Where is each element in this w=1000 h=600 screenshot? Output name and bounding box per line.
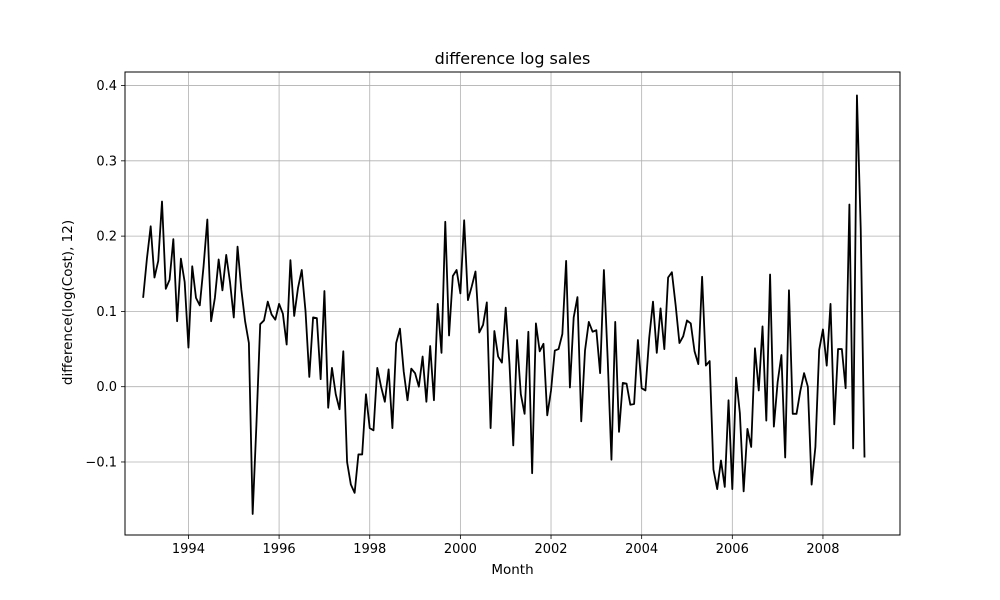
x-tick-label: 2002 — [534, 542, 567, 557]
x-tick-label: 1994 — [172, 542, 205, 557]
y-tick-label: 0.2 — [96, 230, 117, 245]
x-axis-label: Month — [491, 562, 533, 578]
y-tick-label: 0.3 — [96, 154, 117, 169]
x-tick-label: 2008 — [806, 542, 839, 557]
plot-area-frame — [124, 71, 901, 536]
x-tick-label: 2004 — [625, 542, 658, 557]
series-layer — [142, 94, 866, 515]
chart-title: difference log sales — [435, 49, 591, 68]
x-tick-label: 1996 — [263, 542, 296, 557]
x-tick-label: 2000 — [444, 542, 477, 557]
x-axis-ticks: 1994 1996 1998 2000 2002 2004 2006 2008 — [172, 535, 840, 557]
y-tick-label: 0.0 — [96, 380, 117, 395]
y-tick-label: −0.1 — [85, 455, 117, 470]
x-tick-label: 1998 — [353, 542, 386, 557]
series-line — [142, 94, 866, 515]
y-axis-label: difference(log(Cost), 12) — [60, 220, 76, 385]
y-tick-label: 0.1 — [96, 305, 117, 320]
y-axis-ticks: −0.1 0.0 0.1 0.2 0.3 0.4 — [85, 79, 125, 470]
y-tick-label: 0.4 — [96, 79, 117, 94]
x-tick-label: 2006 — [716, 542, 749, 557]
